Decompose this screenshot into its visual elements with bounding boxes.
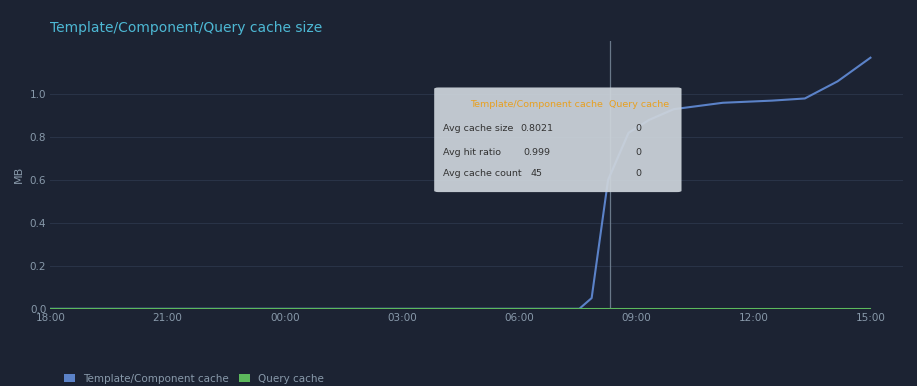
Query cache: [767, 306, 778, 311]
Template/Component cache: [832, 79, 843, 84]
Query cache: [414, 306, 425, 311]
Text: Template/Component cache: Template/Component cache: [470, 100, 603, 108]
Template/Component cache: [414, 306, 425, 311]
Template/Component cache: [537, 306, 548, 311]
Query cache: [865, 306, 876, 311]
Template/Component cache: [86, 306, 97, 311]
Query cache: [291, 306, 302, 311]
Template/Component cache: [717, 100, 728, 105]
Query cache: [373, 306, 384, 311]
Text: Query cache: Query cache: [609, 100, 668, 108]
Template/Component cache: [623, 130, 634, 135]
Template/Component cache: [455, 306, 466, 311]
Text: Avg cache size: Avg cache size: [443, 124, 514, 133]
Query cache: [209, 306, 220, 311]
Template/Component cache: [250, 306, 261, 311]
Legend: Template/Component cache, Query cache: Template/Component cache, Query cache: [64, 374, 324, 384]
Query cache: [250, 306, 261, 311]
Query cache: [537, 306, 548, 311]
Text: 0: 0: [635, 148, 642, 157]
Template/Component cache: [668, 107, 679, 112]
Query cache: [566, 306, 577, 311]
Query cache: [86, 306, 97, 311]
Query cache: [644, 306, 655, 311]
Template/Component cache: [209, 306, 220, 311]
Query cache: [45, 306, 56, 311]
Query cache: [168, 306, 179, 311]
Query cache: [496, 306, 507, 311]
FancyBboxPatch shape: [435, 88, 681, 192]
Query cache: [623, 306, 634, 311]
Template/Component cache: [496, 306, 507, 311]
Query cache: [586, 306, 597, 311]
Query cache: [455, 306, 466, 311]
Text: Avg cache count: Avg cache count: [443, 169, 522, 178]
Template/Component cache: [644, 118, 655, 122]
Query cache: [127, 306, 138, 311]
Template/Component cache: [127, 306, 138, 311]
Text: 45: 45: [531, 169, 543, 178]
Text: 0: 0: [635, 124, 642, 133]
Template/Component cache: [586, 296, 597, 300]
Template/Component cache: [865, 55, 876, 60]
Template/Component cache: [332, 306, 343, 311]
Text: Template/Component/Query cache size: Template/Component/Query cache size: [50, 21, 323, 35]
Text: 0.999: 0.999: [523, 148, 550, 157]
Query cache: [800, 306, 811, 311]
Y-axis label: MB: MB: [14, 166, 24, 183]
Template/Component cache: [566, 306, 577, 311]
Query cache: [332, 306, 343, 311]
Line: Template/Component cache: Template/Component cache: [50, 58, 870, 309]
Query cache: [832, 306, 843, 311]
Template/Component cache: [168, 306, 179, 311]
Text: 0: 0: [635, 169, 642, 178]
Query cache: [602, 306, 613, 311]
Query cache: [668, 306, 679, 311]
Template/Component cache: [574, 306, 585, 311]
Query cache: [717, 306, 728, 311]
Template/Component cache: [45, 306, 56, 311]
Template/Component cache: [767, 98, 778, 103]
Template/Component cache: [602, 178, 613, 182]
Query cache: [574, 306, 585, 311]
Text: Avg hit ratio: Avg hit ratio: [443, 148, 501, 157]
Template/Component cache: [373, 306, 384, 311]
Template/Component cache: [291, 306, 302, 311]
Template/Component cache: [800, 96, 811, 101]
Text: 0.8021: 0.8021: [520, 124, 553, 133]
